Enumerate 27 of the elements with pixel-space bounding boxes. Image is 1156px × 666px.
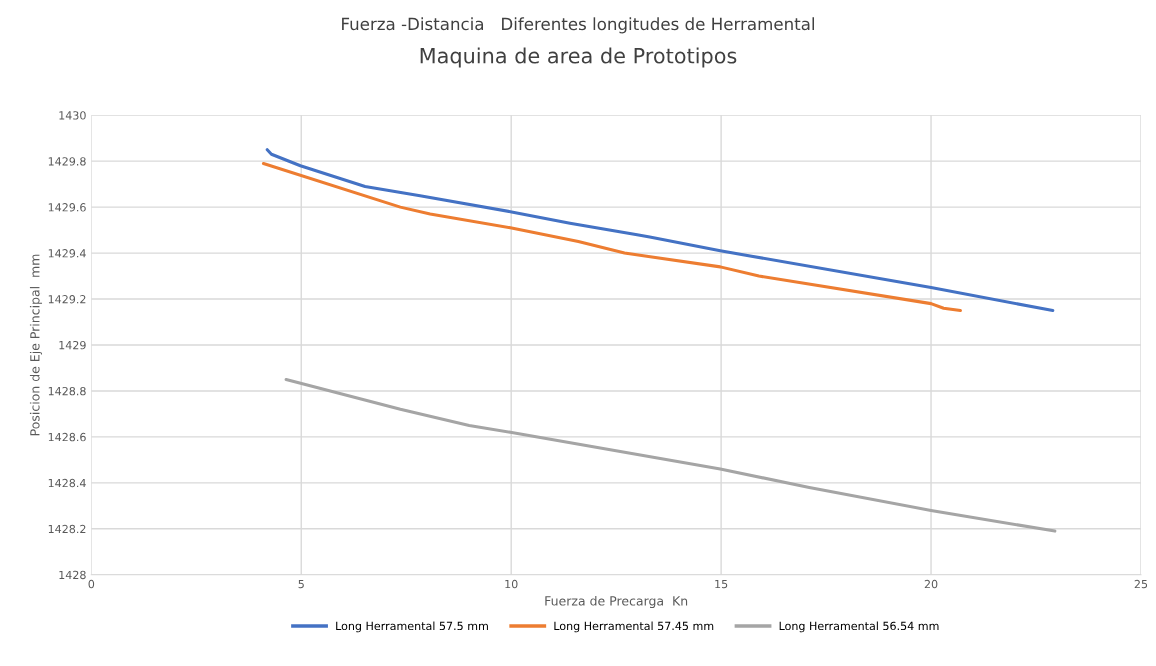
y-tick-label: 1428.6 bbox=[48, 432, 86, 442]
x-tick-label: 25 bbox=[1134, 579, 1148, 589]
y-tick-label: 1429.8 bbox=[48, 157, 86, 166]
x-axis-title: Fuerza de Precarga Kn bbox=[545, 595, 688, 609]
x-tick-label: 5 bbox=[298, 579, 304, 589]
y-tick-label: 1429.4 bbox=[48, 249, 86, 258]
x-tick-label: 10 bbox=[505, 579, 518, 589]
y-tick-label: 1428.4 bbox=[48, 478, 86, 488]
legend-label: Long Herramental 57.5 mm bbox=[336, 621, 488, 633]
line-series bbox=[284, 377, 1057, 533]
y-tick-label: 1428.8 bbox=[48, 386, 86, 396]
y-tick-label: 1429.6 bbox=[48, 203, 86, 212]
y-tick-label: 1428 bbox=[59, 570, 86, 580]
line-series bbox=[261, 161, 962, 313]
chart-title: Fuerza -Distancia Diferentes longitudes de Herramental bbox=[342, 17, 814, 34]
line-series bbox=[265, 148, 1055, 313]
x-tick-label: 20 bbox=[924, 579, 938, 589]
y-tick-label: 1429 bbox=[59, 340, 86, 350]
x-tick-label: 15 bbox=[715, 579, 728, 589]
legend-label: Long Herramental 57.45 mm bbox=[554, 621, 714, 633]
y-tick-label: 1428.2 bbox=[48, 524, 86, 534]
legend-label: Long Herramental 56.54 mm bbox=[779, 621, 939, 633]
chart-subtitle: Maquina de area de Prototipos bbox=[420, 47, 737, 68]
y-tick-label: 1429.2 bbox=[48, 295, 86, 304]
x-tick-label: 0 bbox=[88, 579, 95, 589]
y-tick-label: 1430 bbox=[59, 111, 86, 120]
y-axis-title: Posicion de Eje Principal mm bbox=[29, 254, 43, 436]
